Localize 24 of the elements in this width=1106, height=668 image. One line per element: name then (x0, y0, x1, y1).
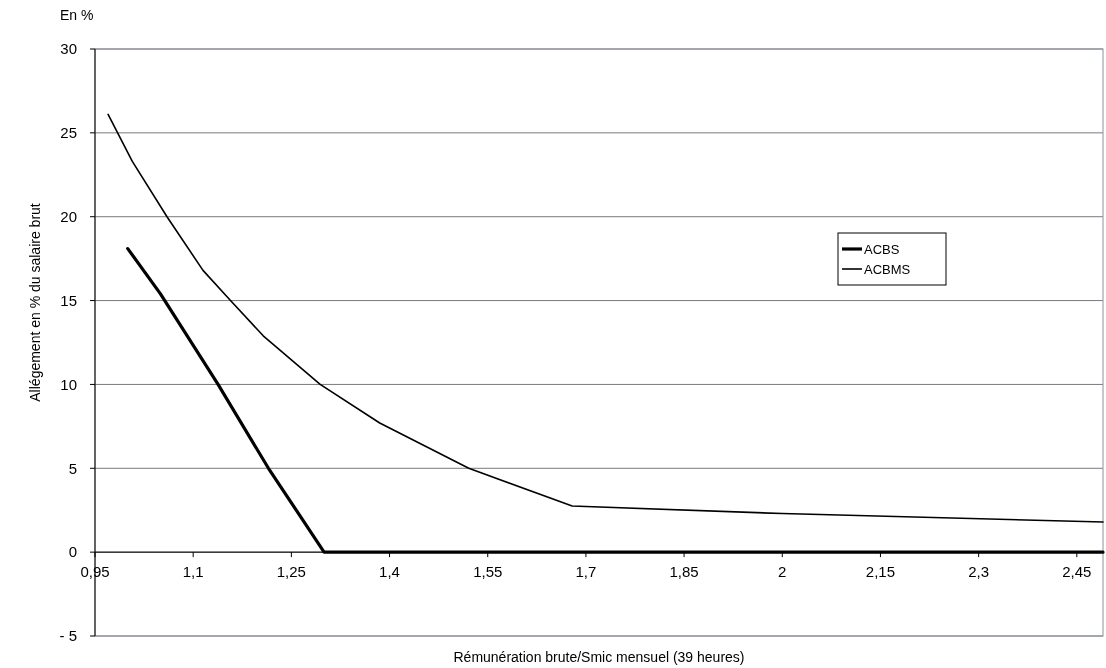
x-axis-title: Rémunération brute/Smic mensuel (39 heures) (453, 649, 745, 665)
x-tick-label: 2,15 (865, 563, 896, 581)
y-tick-label: 15 (60, 291, 77, 309)
y-tick-label: 20 (60, 207, 77, 225)
x-tick-label: 1,85 (669, 563, 699, 581)
legend-label: ACBS (864, 241, 900, 257)
y-tick-label: 25 (60, 124, 77, 142)
x-tick-label: 1,7 (575, 563, 597, 581)
x-tick-label: 2,45 (1062, 563, 1092, 581)
x-tick-label: 1,55 (473, 563, 503, 581)
x-tick-label: 1,4 (379, 563, 400, 581)
x-tick-label: 2,3 (968, 563, 990, 581)
text: En % (60, 7, 94, 23)
y-tick-label: 10 (60, 375, 77, 393)
x-tick-label: 2 (778, 563, 787, 581)
line-series (107, 113, 1104, 523)
x-tick-label: 1,25 (276, 563, 306, 581)
y-tick-label: - 5 (59, 627, 77, 645)
y-tick-label: 5 (68, 459, 77, 477)
y-tick-label: 30 (60, 40, 77, 58)
legend-label: ACBMS (864, 261, 911, 277)
y-axis-title: Allégement en % du salaire brut (27, 203, 43, 402)
x-tick-label: 1,1 (182, 563, 204, 581)
y-tick-label: 0 (68, 543, 77, 561)
